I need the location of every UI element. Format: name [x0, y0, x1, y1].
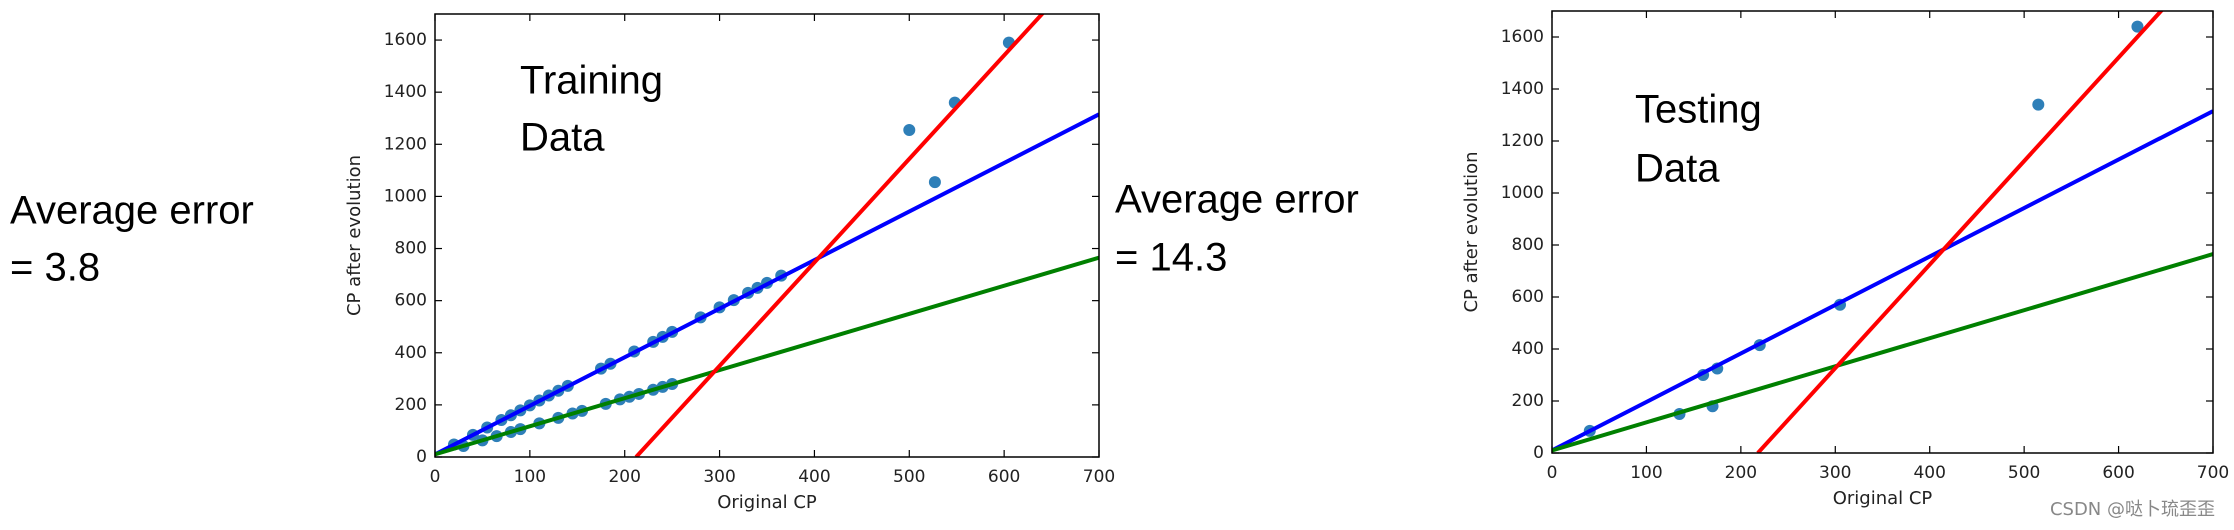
plot-area — [1552, 11, 2213, 453]
x-tick-label: 700 — [1083, 467, 1115, 487]
x-tick-label: 600 — [988, 467, 1020, 487]
y-tick-label: 800 — [1512, 235, 1544, 255]
x-tick-label: 400 — [1913, 463, 1945, 483]
plot-frame — [434, 13, 1100, 458]
x-tick-label: 100 — [1630, 463, 1662, 483]
y-axis-label: CP after evolution — [1461, 151, 1482, 312]
x-tick-label: 300 — [703, 467, 735, 487]
fit-line — [1552, 252, 2213, 453]
fit-line — [435, 112, 1099, 457]
annotation: Training — [520, 59, 663, 103]
y-axis-label: CP after evolution — [344, 155, 365, 316]
plot-frame — [1551, 10, 2214, 454]
y-tick-label: 1000 — [1501, 183, 1544, 203]
y-tick-label: 0 — [1533, 443, 1544, 463]
x-tick-label: 200 — [608, 467, 640, 487]
x-tick-label: 200 — [1725, 463, 1757, 483]
x-tick-label: 100 — [514, 467, 546, 487]
y-tick-label: 1600 — [1501, 27, 1544, 47]
error-note: Average error — [10, 189, 254, 233]
x-tick-label: 0 — [430, 467, 441, 487]
x-tick-label: 600 — [2102, 463, 2134, 483]
x-tick-label: 300 — [1819, 463, 1851, 483]
y-tick-label: 400 — [395, 343, 427, 363]
y-tick-label: 800 — [395, 239, 427, 259]
error-note: = 3.8 — [10, 246, 100, 290]
y-tick-label: 1600 — [384, 30, 427, 50]
annotation: Data — [520, 116, 605, 160]
y-tick-label: 0 — [416, 447, 427, 467]
y-tick-label: 400 — [1512, 339, 1544, 359]
y-tick-label: 600 — [395, 291, 427, 311]
y-tick-label: 200 — [1512, 391, 1544, 411]
y-tick-label: 1200 — [384, 134, 427, 154]
x-tick-label: 500 — [893, 467, 925, 487]
x-tick-label: 500 — [2008, 463, 2040, 483]
fit-line — [1552, 109, 2213, 453]
y-tick-label: 1200 — [1501, 131, 1544, 151]
watermark: CSDN @哒卜琉歪歪 — [2050, 499, 2215, 520]
y-tick-label: 1000 — [384, 186, 427, 206]
error-note: Average error — [1115, 178, 1359, 222]
annotation: Testing — [1635, 88, 1762, 132]
plot-area — [435, 14, 1099, 457]
y-tick-label: 1400 — [384, 82, 427, 102]
x-axis-label: Original CP — [1833, 488, 1933, 509]
point — [928, 176, 941, 189]
y-tick-label: 1400 — [1501, 79, 1544, 99]
point — [903, 123, 916, 136]
point — [2131, 20, 2144, 33]
x-axis-label: Original CP — [717, 492, 817, 513]
x-tick-label: 400 — [798, 467, 830, 487]
fit-line — [1756, 11, 2164, 453]
point — [2032, 98, 2045, 111]
error-note: = 14.3 — [1115, 236, 1227, 280]
y-tick-label: 600 — [1512, 287, 1544, 307]
x-tick-label: 0 — [1547, 463, 1558, 483]
fit-line — [435, 255, 1099, 457]
x-tick-label: 700 — [2197, 463, 2229, 483]
annotation: Data — [1635, 147, 1720, 191]
fit-line — [634, 14, 1045, 457]
y-tick-label: 200 — [395, 395, 427, 415]
